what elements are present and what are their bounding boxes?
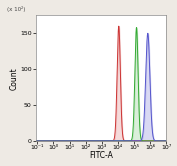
Text: (x 10²): (x 10²) bbox=[7, 6, 25, 12]
X-axis label: FITC-A: FITC-A bbox=[89, 151, 113, 161]
Y-axis label: Count: Count bbox=[10, 67, 19, 89]
